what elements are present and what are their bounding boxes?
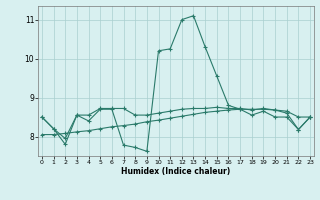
- X-axis label: Humidex (Indice chaleur): Humidex (Indice chaleur): [121, 167, 231, 176]
